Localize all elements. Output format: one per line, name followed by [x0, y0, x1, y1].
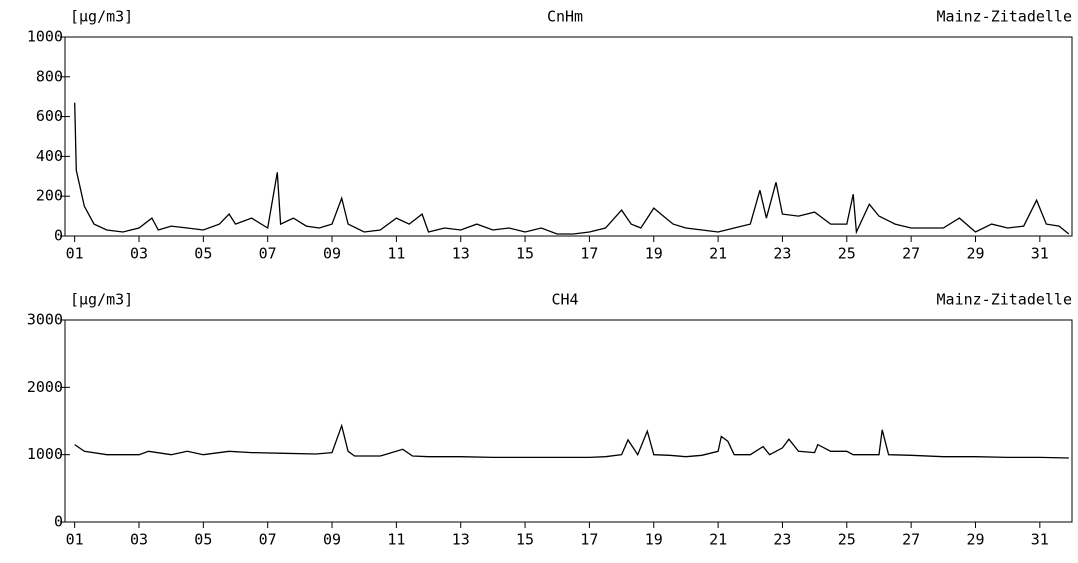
y-unit-label: [µg/m3] [70, 8, 133, 26]
y-tick-label: 800 [36, 67, 63, 85]
y-tick-label: 2000 [27, 378, 63, 396]
x-tick-label: 23 [773, 245, 791, 263]
data-line [74, 423, 1069, 459]
x-tick-label: 15 [516, 245, 534, 263]
x-tick-label: 05 [194, 531, 212, 549]
x-tick-label: 03 [130, 245, 148, 263]
x-tick-label: 07 [259, 245, 277, 263]
y-tick-label: 600 [36, 107, 63, 125]
x-tick-label: 27 [902, 531, 920, 549]
x-tick-label: 13 [452, 531, 470, 549]
y-tick-label: 1000 [27, 28, 63, 46]
plot-frame [64, 36, 1073, 237]
x-tick-label: 09 [323, 245, 341, 263]
x-tick-label: 17 [580, 531, 598, 549]
plot-frame [64, 319, 1073, 523]
station-label: Mainz-Zitadelle [937, 8, 1072, 26]
chart-title: CnHm [547, 8, 583, 26]
x-tick-label: 31 [1031, 245, 1049, 263]
chart-title: CH4 [551, 291, 578, 309]
x-tick-label: 15 [516, 531, 534, 549]
x-tick-label: 19 [645, 245, 663, 263]
y-tick-label: 3000 [27, 311, 63, 329]
x-tick-label: 25 [838, 245, 856, 263]
x-tick-label: 23 [773, 531, 791, 549]
y-tick-label: 0 [54, 227, 63, 245]
y-tick-label: 1000 [27, 445, 63, 463]
x-tick-label: 01 [66, 245, 84, 263]
x-tick-label: 07 [259, 531, 277, 549]
x-tick-label: 13 [452, 245, 470, 263]
x-tick-label: 21 [709, 245, 727, 263]
x-tick-label: 11 [387, 531, 405, 549]
x-tick-label: 27 [902, 245, 920, 263]
data-line [74, 102, 1070, 235]
x-tick-label: 03 [130, 531, 148, 549]
x-tick-label: 19 [645, 531, 663, 549]
x-tick-label: 29 [966, 531, 984, 549]
x-tick-label: 17 [580, 245, 598, 263]
x-tick-label: 01 [66, 531, 84, 549]
x-tick-label: 09 [323, 531, 341, 549]
y-tick-label: 0 [54, 513, 63, 531]
x-tick-label: 29 [966, 245, 984, 263]
x-tick-label: 21 [709, 531, 727, 549]
y-tick-label: 400 [36, 147, 63, 165]
x-tick-label: 25 [838, 531, 856, 549]
station-label: Mainz-Zitadelle [937, 291, 1072, 309]
y-unit-label: [µg/m3] [70, 291, 133, 309]
x-tick-label: 31 [1031, 531, 1049, 549]
x-tick-label: 05 [194, 245, 212, 263]
y-tick-label: 200 [36, 187, 63, 205]
x-tick-label: 11 [387, 245, 405, 263]
